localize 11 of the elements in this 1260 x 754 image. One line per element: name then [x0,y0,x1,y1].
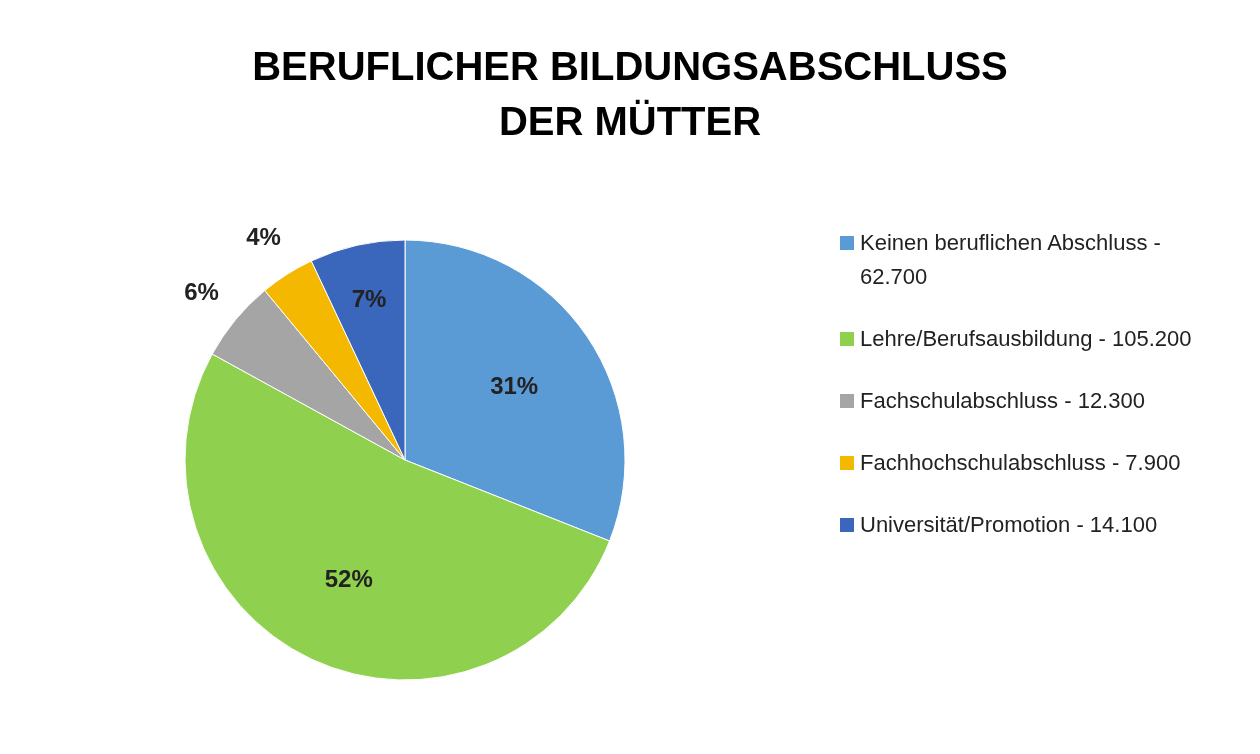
data-label: 6% [184,277,219,305]
chart-title: BERUFLICHER BILDUNGSABSCHLUSS DER MÜTTER [252,44,1008,143]
legend-label: Keinen beruflichen Abschluss - 62.700 [860,230,1161,289]
legend-label: Universität/Promotion - 14.100 [860,512,1158,537]
data-label: 4% [246,223,281,251]
data-label: 52% [324,565,373,593]
data-label: 31% [490,371,539,399]
legend-label: Lehre/Berufsausbildung - 105.200 [860,326,1192,351]
legend-label: Fachschulabschluss - 12.300 [860,388,1145,413]
data-label: 7% [351,284,387,312]
legend-label: Fachhochschulabschluss - 7.900 [860,450,1181,475]
